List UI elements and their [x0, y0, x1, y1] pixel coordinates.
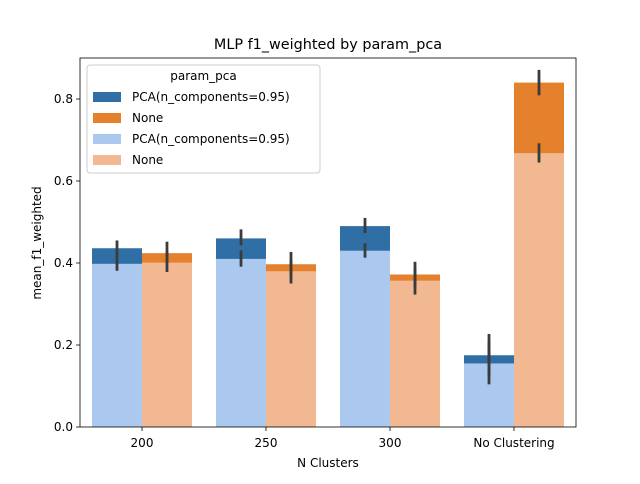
x-tick-label-3: No Clustering [473, 436, 554, 450]
legend: param_pca PCA(n_components=0.95) None PCA(n… [86, 64, 321, 174]
y-tick-label-4: 0.8 [54, 92, 73, 106]
y-tick-label-3: 0.6 [54, 174, 73, 188]
bar-front-1-2 [390, 280, 440, 427]
bar-front-1-0 [142, 262, 192, 427]
y-axis-label: mean_f1_weighted [30, 186, 44, 299]
legend-label-1: None [132, 111, 163, 125]
legend-swatch-3 [93, 155, 121, 165]
x-tick-label-0: 200 [131, 436, 154, 450]
legend-label-3: None [132, 153, 163, 167]
error-bars [115, 69, 541, 385]
bars-front [92, 153, 564, 427]
x-axis-label: N Clusters [297, 456, 359, 470]
x-tick-label-2: 300 [379, 436, 402, 450]
bar-front-1-1 [266, 271, 316, 427]
y-tick-label-0: 0.0 [54, 420, 73, 434]
chart-title: MLP f1_weighted by param_pca [214, 37, 442, 53]
x-tick-label-1: 250 [255, 436, 278, 450]
y-tick-label-2: 0.4 [54, 256, 73, 270]
bar-front-0-1 [216, 258, 266, 427]
legend-box [86, 64, 321, 174]
legend-label-0: PCA(n_components=0.95) [132, 90, 290, 104]
legend-swatch-0 [93, 92, 121, 102]
bar-front-1-3 [514, 153, 564, 427]
legend-swatch-1 [93, 113, 121, 123]
bar-front-0-0 [92, 263, 142, 427]
x-axis: 200 250 300 No Clustering [131, 427, 555, 450]
legend-title: param_pca [170, 69, 237, 83]
y-tick-label-1: 0.2 [54, 338, 73, 352]
legend-swatch-2 [93, 134, 121, 144]
plot-frame [79, 57, 577, 428]
y-axis: 0.0 0.2 0.4 0.6 0.8 [54, 92, 80, 434]
legend-label-2: PCA(n_components=0.95) [132, 132, 290, 146]
bar-front-0-2 [340, 250, 390, 427]
